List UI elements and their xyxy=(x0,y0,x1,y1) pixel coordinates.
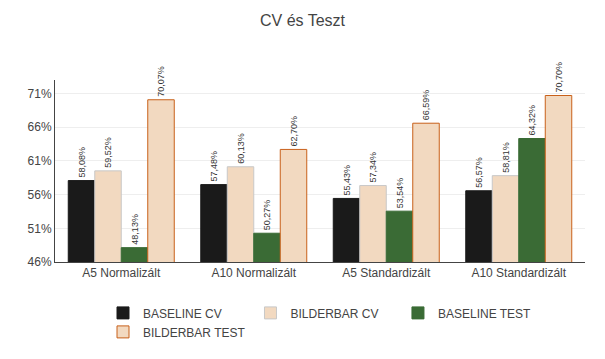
svg-text:A10 Standardizált: A10 Standardizált xyxy=(471,266,566,280)
svg-text:53,54%: 53,54% xyxy=(395,178,405,209)
svg-text:60,13%: 60,13% xyxy=(236,133,246,164)
svg-text:70,70%: 70,70% xyxy=(554,62,564,93)
svg-text:48,13%: 48,13% xyxy=(130,214,140,245)
svg-text:BILDERBAR TEST: BILDERBAR TEST xyxy=(143,326,245,340)
svg-text:71%: 71% xyxy=(28,87,52,101)
svg-text:BASELINE TEST: BASELINE TEST xyxy=(438,307,531,321)
svg-text:A5 Standardizált: A5 Standardizált xyxy=(342,266,431,280)
svg-text:CV és Teszt: CV és Teszt xyxy=(260,12,346,29)
svg-text:BILDERBAR CV: BILDERBAR CV xyxy=(290,307,378,321)
svg-text:51%: 51% xyxy=(28,222,52,236)
svg-text:59,52%: 59,52% xyxy=(103,137,113,168)
svg-text:66%: 66% xyxy=(28,120,52,134)
svg-text:56,57%: 56,57% xyxy=(474,157,484,188)
svg-text:56%: 56% xyxy=(28,188,52,202)
svg-text:61%: 61% xyxy=(28,154,52,168)
svg-text:70,07%: 70,07% xyxy=(156,66,166,97)
svg-text:50,27%: 50,27% xyxy=(262,200,272,231)
svg-text:58,08%: 58,08% xyxy=(77,147,87,178)
svg-text:A10 Normalizált: A10 Normalizált xyxy=(211,266,296,280)
svg-text:64,32%: 64,32% xyxy=(527,105,537,136)
svg-text:57,34%: 57,34% xyxy=(368,152,378,183)
svg-text:A5 Normalizált: A5 Normalizált xyxy=(82,266,161,280)
svg-text:66,59%: 66,59% xyxy=(421,90,431,121)
svg-text:46%: 46% xyxy=(28,255,52,269)
svg-text:55,43%: 55,43% xyxy=(342,165,352,196)
svg-text:BASELINE CV: BASELINE CV xyxy=(143,307,222,321)
svg-text:57,48%: 57,48% xyxy=(209,151,219,182)
svg-text:58,81%: 58,81% xyxy=(501,142,511,173)
svg-text:62,70%: 62,70% xyxy=(289,116,299,147)
